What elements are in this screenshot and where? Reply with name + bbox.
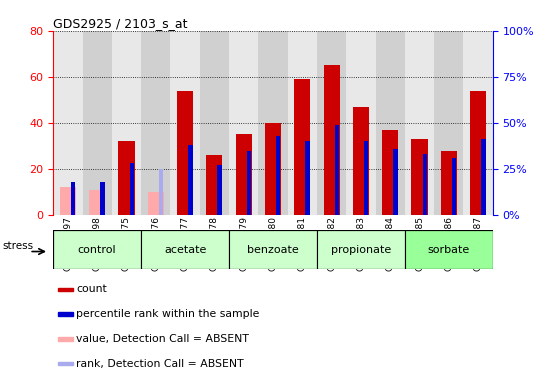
- Bar: [405, 31, 434, 215]
- Text: percentile rank within the sample: percentile rank within the sample: [77, 309, 260, 319]
- Bar: [141, 230, 229, 269]
- Bar: [305, 141, 310, 215]
- Bar: [434, 31, 464, 215]
- Bar: [112, 31, 141, 215]
- Text: benzoate: benzoate: [247, 245, 299, 255]
- Bar: [317, 31, 346, 215]
- Bar: [364, 141, 368, 215]
- Bar: [71, 182, 76, 215]
- Text: GDS2925 / 2103_s_at: GDS2925 / 2103_s_at: [53, 17, 188, 30]
- Bar: [60, 187, 76, 215]
- Bar: [89, 190, 105, 215]
- Bar: [58, 288, 73, 291]
- Bar: [82, 31, 112, 215]
- Bar: [100, 182, 105, 215]
- Bar: [170, 31, 200, 215]
- Text: control: control: [78, 245, 116, 255]
- Bar: [118, 141, 134, 215]
- Bar: [58, 362, 73, 366]
- Bar: [58, 312, 73, 316]
- Bar: [353, 107, 369, 215]
- Bar: [470, 91, 486, 215]
- Bar: [200, 31, 229, 215]
- Bar: [265, 123, 281, 215]
- Bar: [129, 164, 134, 215]
- Bar: [464, 31, 493, 215]
- Bar: [294, 79, 310, 215]
- Bar: [481, 139, 486, 215]
- Bar: [382, 130, 398, 215]
- Bar: [188, 145, 193, 215]
- Bar: [324, 65, 340, 215]
- Bar: [206, 155, 222, 215]
- Bar: [441, 151, 457, 215]
- Bar: [247, 151, 251, 215]
- Bar: [217, 165, 222, 215]
- Bar: [159, 169, 164, 215]
- Bar: [346, 31, 376, 215]
- Text: sorbate: sorbate: [428, 245, 470, 255]
- Bar: [335, 125, 339, 215]
- Bar: [53, 31, 82, 215]
- Bar: [276, 136, 281, 215]
- Text: acetate: acetate: [164, 245, 206, 255]
- Bar: [53, 230, 141, 269]
- Bar: [148, 192, 164, 215]
- Text: value, Detection Call = ABSENT: value, Detection Call = ABSENT: [77, 334, 249, 344]
- Bar: [376, 31, 405, 215]
- Bar: [229, 31, 258, 215]
- Bar: [393, 149, 398, 215]
- Bar: [177, 91, 193, 215]
- Bar: [236, 134, 252, 215]
- Bar: [423, 154, 427, 215]
- Text: stress: stress: [3, 241, 34, 251]
- Text: propionate: propionate: [331, 245, 391, 255]
- Bar: [229, 230, 317, 269]
- Bar: [317, 230, 405, 269]
- Bar: [452, 158, 456, 215]
- Bar: [58, 337, 73, 341]
- Text: count: count: [77, 285, 108, 295]
- Bar: [412, 139, 428, 215]
- Text: rank, Detection Call = ABSENT: rank, Detection Call = ABSENT: [77, 359, 244, 369]
- Bar: [141, 31, 170, 215]
- Bar: [258, 31, 288, 215]
- Bar: [288, 31, 317, 215]
- Bar: [405, 230, 493, 269]
